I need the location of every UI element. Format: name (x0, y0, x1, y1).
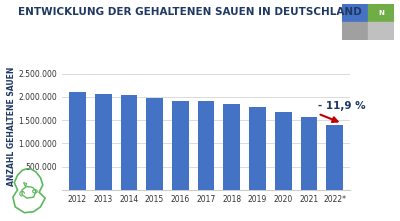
Y-axis label: ANZAHL GEHALTENE SAUEN: ANZAHL GEHALTENE SAUEN (7, 66, 16, 186)
Bar (368, 22, 394, 40)
Bar (249, 107, 266, 190)
Bar (275, 112, 292, 190)
Bar (95, 94, 112, 190)
Bar (172, 101, 189, 190)
Bar (326, 125, 343, 190)
Text: N: N (378, 10, 384, 16)
Bar (342, 4, 368, 22)
Bar (223, 104, 240, 190)
Bar (342, 22, 368, 40)
Bar (146, 98, 163, 190)
Bar (198, 101, 214, 190)
Bar (300, 117, 317, 190)
Bar (69, 92, 86, 190)
Text: - 11,9 %: - 11,9 % (318, 101, 366, 111)
Bar (120, 95, 137, 190)
Bar (368, 4, 394, 22)
Text: I: I (354, 10, 356, 16)
Text: ENTWICKLUNG DER GEHALTENEN SAUEN IN DEUTSCHLAND: ENTWICKLUNG DER GEHALTENEN SAUEN IN DEUT… (18, 7, 362, 17)
